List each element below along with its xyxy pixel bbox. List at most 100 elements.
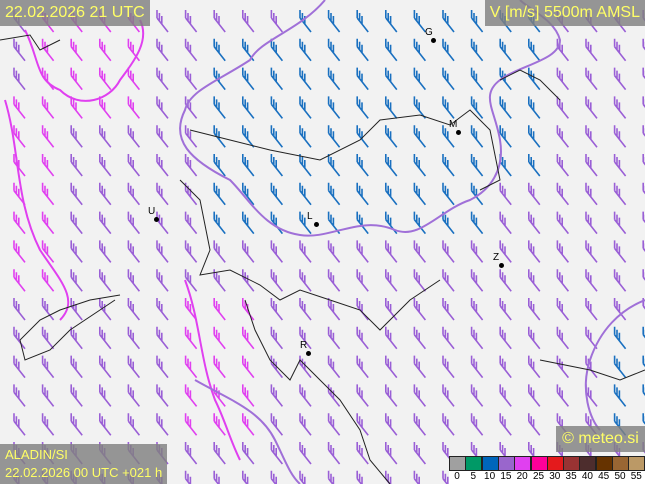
wind-barb: [327, 38, 341, 62]
wind-barb: [327, 67, 341, 91]
wind-barb: [356, 413, 369, 436]
wind-barb: [442, 211, 455, 235]
wind-barb: [242, 413, 255, 436]
wind-barb: [642, 38, 645, 51]
wind-barb: [270, 470, 277, 484]
wind-barb: [13, 298, 26, 321]
valid-time-label: 22.02.2026 21 UTC: [0, 0, 150, 26]
wind-barb: [528, 182, 541, 206]
wind-barb: [356, 182, 369, 206]
wind-barb: [13, 182, 26, 206]
city-label: M: [449, 119, 458, 130]
wind-barb: [613, 269, 627, 292]
wind-barb: [528, 384, 541, 407]
wind-barb: [70, 384, 83, 407]
wind-barb: [585, 326, 598, 350]
wind-barb: [413, 326, 427, 350]
wind-barb: [470, 96, 484, 119]
wind-barb: [184, 298, 198, 321]
border: [179, 179, 441, 331]
wind-barb: [442, 298, 455, 321]
wind-barb: [585, 182, 598, 206]
wind-barb: [442, 240, 455, 263]
wind-barb: [470, 38, 484, 62]
wind-barb: [213, 298, 226, 321]
wind-barb: [184, 240, 198, 263]
wind-barb: [528, 298, 541, 321]
city-marker: [431, 38, 436, 43]
wind-barb: [242, 125, 255, 148]
wind-barb: [270, 38, 284, 62]
wind-barb: [299, 240, 312, 263]
wind-barb: [642, 211, 645, 224]
wind-barb: [99, 298, 112, 321]
wind-barb: [213, 125, 226, 148]
wind-barb: [385, 442, 398, 465]
wind-barb: [613, 154, 627, 177]
wind-barb: [213, 182, 226, 206]
wind-barb: [499, 269, 512, 292]
wind-barb: [184, 470, 192, 484]
wind-barb: [413, 182, 427, 206]
wind-barb: [499, 240, 512, 263]
wind-barb: [299, 182, 312, 206]
wind-barb: [13, 269, 26, 292]
wind-barb: [327, 298, 341, 321]
wind-barb: [470, 240, 484, 263]
wind-barb: [13, 413, 26, 436]
wind-barb: [413, 10, 427, 33]
wind-barb: [613, 326, 627, 350]
wind-barb: [356, 355, 369, 379]
wind-barb: [99, 154, 112, 177]
wind-barb: [156, 67, 169, 91]
city-marker: [314, 222, 319, 227]
wind-barb: [470, 211, 484, 235]
legend-tick: 35: [565, 471, 577, 482]
wind-barb: [528, 38, 541, 62]
wind-barb: [556, 211, 570, 235]
wind-barb: [242, 154, 255, 177]
wind-barb: [270, 211, 284, 235]
wind-barb: [556, 298, 570, 321]
wind-barb: [327, 96, 341, 119]
wind-barb: [528, 125, 541, 148]
wind-barb: [213, 154, 226, 177]
wind-barb: [13, 96, 26, 119]
wind-barb: [184, 269, 198, 292]
wind-barb: [499, 38, 512, 62]
wind-barb: [270, 154, 284, 177]
wind-barb: [413, 384, 427, 407]
wind-barb: [156, 326, 169, 350]
wind-barbs: [13, 10, 645, 484]
wind-barb: [184, 67, 198, 91]
wind-barb: [99, 125, 112, 148]
wind-barb: [127, 413, 141, 436]
legend-tick: 45: [598, 471, 610, 482]
city-marker: [499, 263, 504, 268]
wind-barb: [613, 211, 627, 235]
wind-barb: [556, 67, 570, 91]
wind-barb: [528, 326, 541, 350]
legend-swatch: [514, 456, 532, 471]
wind-barb: [499, 67, 512, 91]
wind-barb: [41, 413, 55, 436]
wind-barb: [156, 298, 169, 321]
wind-barb: [242, 10, 255, 33]
wind-barb: [127, 240, 141, 263]
wind-barb: [413, 38, 427, 62]
wind-barb: [585, 125, 598, 148]
wind-barb: [242, 470, 249, 484]
wind-barb: [242, 96, 255, 119]
wind-barb: [442, 269, 455, 292]
wind-barb: [470, 154, 484, 177]
wind-barb: [356, 154, 369, 177]
wind-barb: [327, 442, 341, 465]
wind-barb: [413, 442, 427, 465]
wind-barb: [184, 355, 198, 379]
wind-barb: [184, 154, 198, 177]
wind-barb: [41, 38, 55, 62]
wind-barb: [270, 10, 284, 33]
model-info: ALADIN/SI 22.02.2026 00 UTC +021 h: [0, 444, 168, 484]
wind-barb: [127, 269, 141, 292]
